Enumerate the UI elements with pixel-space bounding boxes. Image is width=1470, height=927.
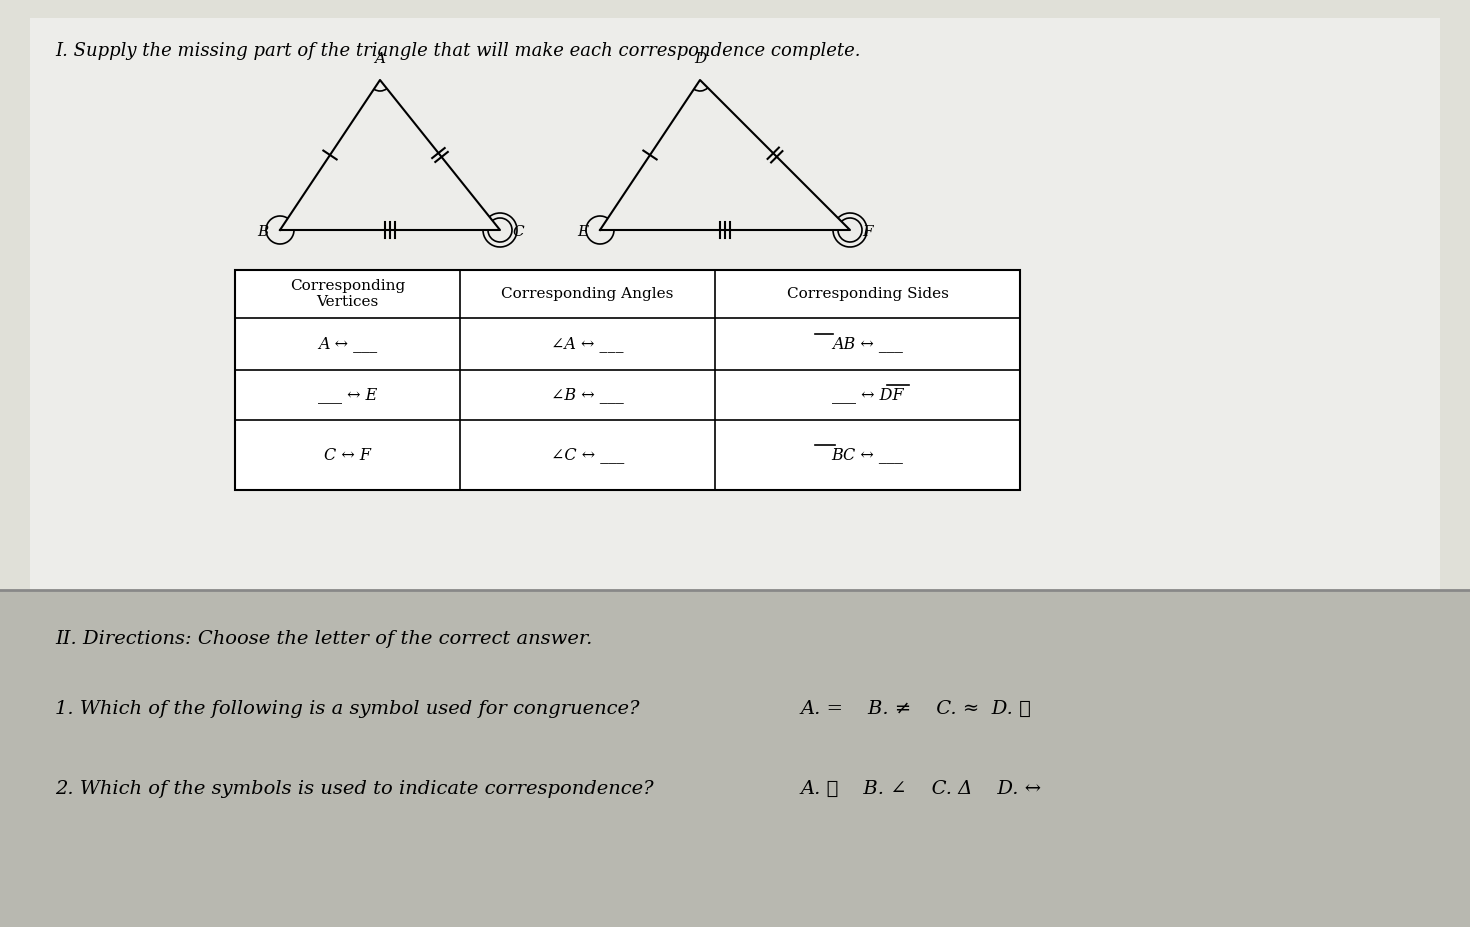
Text: A. ≅    B. ∠    C. Δ    D. ↔: A. ≅ B. ∠ C. Δ D. ↔	[800, 780, 1041, 798]
Text: 1. Which of the following is a symbol used for congruence?: 1. Which of the following is a symbol us…	[54, 700, 639, 718]
Bar	[235, 270, 1020, 490]
Text: A. =    B. ≠    C. ≈  D. ≅: A. = B. ≠ C. ≈ D. ≅	[800, 700, 1030, 718]
Text: II. Directions: Choose the letter of the correct answer.: II. Directions: Choose the letter of the…	[54, 630, 592, 648]
Text: I. Supply the missing part of the triangle that will make each correspondence co: I. Supply the missing part of the triang…	[54, 42, 860, 60]
Text: ∠B ↔ ___: ∠B ↔ ___	[551, 387, 623, 403]
Bar	[0, 0, 1470, 600]
Text: A ↔ ___: A ↔ ___	[318, 336, 378, 352]
Bar	[29, 18, 1441, 590]
Text: ___ ↔ DF: ___ ↔ DF	[832, 387, 903, 403]
Text: F: F	[861, 225, 873, 239]
Text: ___ ↔ E: ___ ↔ E	[318, 387, 378, 403]
Text: ∠A ↔ ___: ∠A ↔ ___	[551, 336, 623, 352]
Bar	[0, 590, 1470, 927]
Text: Vertices: Vertices	[316, 295, 379, 309]
Text: B: B	[257, 225, 268, 239]
Text: C: C	[512, 225, 523, 239]
Text: Corresponding Sides: Corresponding Sides	[786, 287, 948, 301]
Text: Corresponding: Corresponding	[290, 279, 406, 293]
Text: AB ↔ ___: AB ↔ ___	[832, 336, 903, 352]
Text: E: E	[576, 225, 588, 239]
Text: BC ↔ ___: BC ↔ ___	[832, 447, 904, 464]
Text: ∠C ↔ ___: ∠C ↔ ___	[551, 447, 625, 464]
Text: C ↔ F: C ↔ F	[323, 447, 370, 464]
Text: D: D	[694, 52, 706, 66]
Text: A: A	[375, 52, 385, 66]
Text: Corresponding Angles: Corresponding Angles	[501, 287, 673, 301]
Text: 2. Which of the symbols is used to indicate correspondence?: 2. Which of the symbols is used to indic…	[54, 780, 654, 798]
